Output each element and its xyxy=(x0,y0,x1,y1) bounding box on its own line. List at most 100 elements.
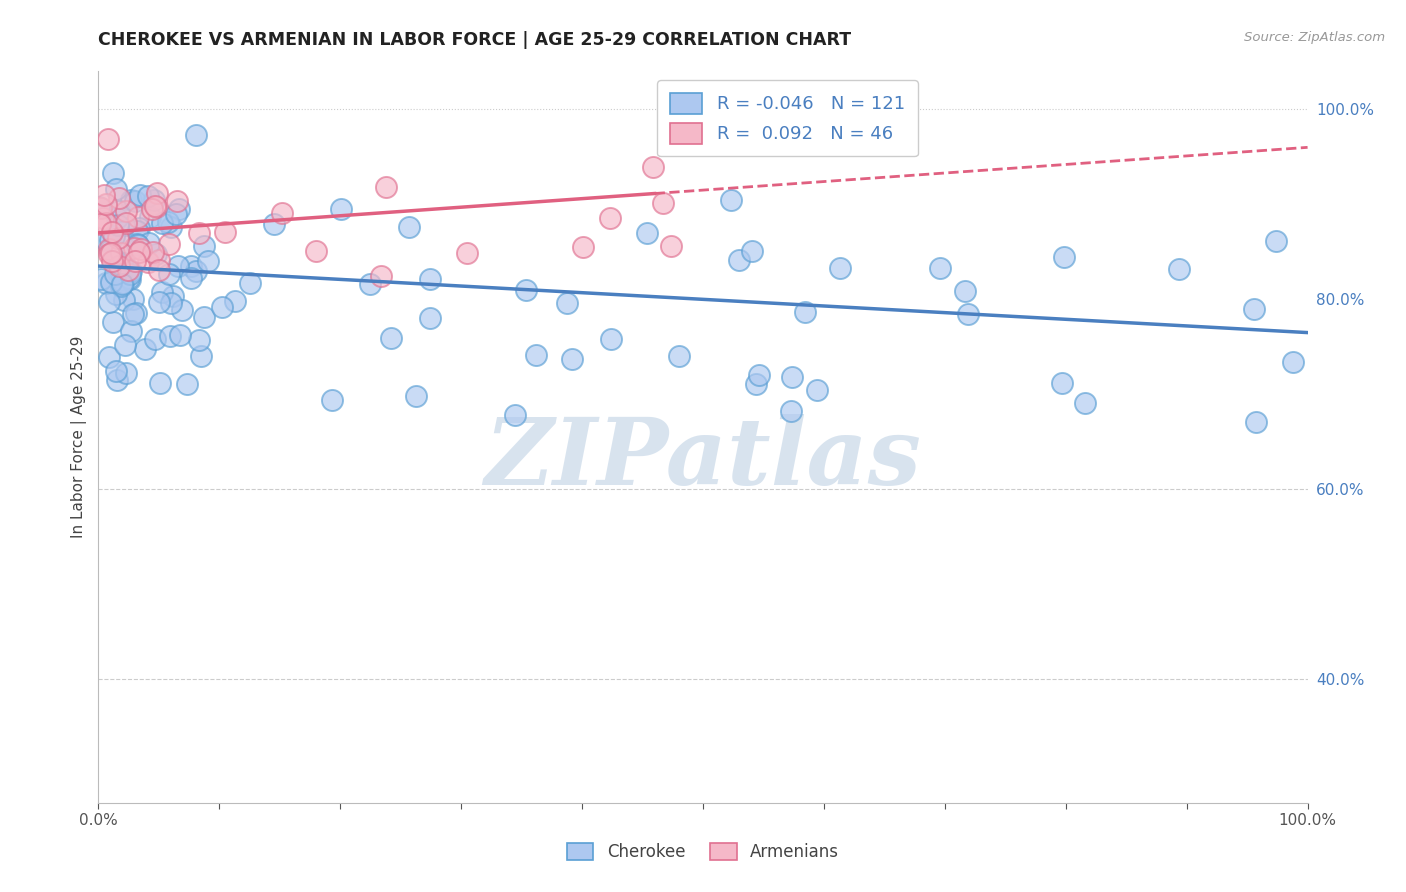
Point xyxy=(136,188,159,202)
Point xyxy=(238,277,260,291)
Point xyxy=(329,202,352,216)
Point xyxy=(93,187,115,202)
Point xyxy=(125,236,148,251)
Point xyxy=(197,253,219,268)
Point xyxy=(112,256,135,270)
Point xyxy=(956,307,979,321)
Point xyxy=(150,216,173,230)
Y-axis label: In Labor Force | Age 25-29: In Labor Force | Age 25-29 xyxy=(72,336,87,538)
Point xyxy=(456,245,478,260)
Point xyxy=(149,376,172,390)
Point xyxy=(176,377,198,392)
Legend: Cherokee, Armenians: Cherokee, Armenians xyxy=(560,836,846,868)
Point xyxy=(380,330,402,344)
Point xyxy=(375,180,398,194)
Point xyxy=(107,265,129,279)
Point xyxy=(167,202,190,216)
Point xyxy=(180,270,202,285)
Point xyxy=(370,268,392,283)
Point xyxy=(793,305,815,319)
Point xyxy=(117,235,139,250)
Point xyxy=(120,267,142,281)
Point xyxy=(101,166,124,180)
Point xyxy=(160,220,183,235)
Point xyxy=(419,272,441,286)
Point xyxy=(122,292,145,306)
Point xyxy=(115,216,138,230)
Point xyxy=(124,254,146,268)
Point xyxy=(103,229,125,244)
Point xyxy=(118,272,141,286)
Point xyxy=(145,247,167,261)
Point xyxy=(1074,396,1097,410)
Point xyxy=(184,128,207,142)
Point xyxy=(100,275,122,289)
Point xyxy=(94,216,117,230)
Point xyxy=(321,392,343,407)
Point xyxy=(108,191,131,205)
Point xyxy=(104,287,127,301)
Point xyxy=(741,244,763,258)
Point xyxy=(515,283,537,297)
Point xyxy=(304,244,326,258)
Point xyxy=(1053,250,1076,264)
Point xyxy=(120,193,142,207)
Point xyxy=(98,243,121,257)
Point xyxy=(111,258,134,272)
Point xyxy=(104,267,127,281)
Point xyxy=(652,196,675,211)
Point xyxy=(806,383,828,397)
Point xyxy=(150,285,173,299)
Point xyxy=(1168,261,1191,276)
Point xyxy=(90,272,112,286)
Point xyxy=(124,306,146,320)
Point xyxy=(419,311,441,326)
Point xyxy=(105,364,128,378)
Point xyxy=(211,300,233,314)
Point xyxy=(112,293,135,308)
Point xyxy=(779,403,801,417)
Point xyxy=(108,257,131,271)
Point xyxy=(100,226,122,240)
Point xyxy=(128,245,150,260)
Point xyxy=(110,279,132,293)
Point xyxy=(89,217,111,231)
Point xyxy=(641,161,664,175)
Point xyxy=(166,194,188,209)
Point xyxy=(108,259,131,273)
Point xyxy=(159,296,181,310)
Point xyxy=(167,259,190,273)
Point xyxy=(98,350,121,364)
Point xyxy=(111,276,134,290)
Text: Source: ZipAtlas.com: Source: ZipAtlas.com xyxy=(1244,31,1385,45)
Point xyxy=(169,327,191,342)
Point xyxy=(124,194,146,209)
Point xyxy=(270,206,292,220)
Point xyxy=(572,240,595,254)
Point xyxy=(162,289,184,303)
Point xyxy=(224,293,246,308)
Point xyxy=(94,233,117,247)
Point xyxy=(105,211,128,225)
Point xyxy=(117,270,139,285)
Point xyxy=(96,197,118,211)
Point xyxy=(1243,302,1265,317)
Point xyxy=(117,263,139,277)
Point xyxy=(118,265,141,279)
Point xyxy=(127,238,149,252)
Point xyxy=(193,310,215,325)
Point xyxy=(136,254,159,268)
Point xyxy=(107,231,129,245)
Point xyxy=(120,324,142,338)
Point xyxy=(745,377,768,392)
Point xyxy=(138,236,160,251)
Point xyxy=(157,267,180,281)
Point xyxy=(108,203,131,218)
Point xyxy=(142,244,165,259)
Point xyxy=(524,348,547,362)
Point xyxy=(561,351,583,366)
Point xyxy=(90,201,112,215)
Point xyxy=(720,193,742,207)
Point xyxy=(98,233,121,247)
Point xyxy=(128,221,150,235)
